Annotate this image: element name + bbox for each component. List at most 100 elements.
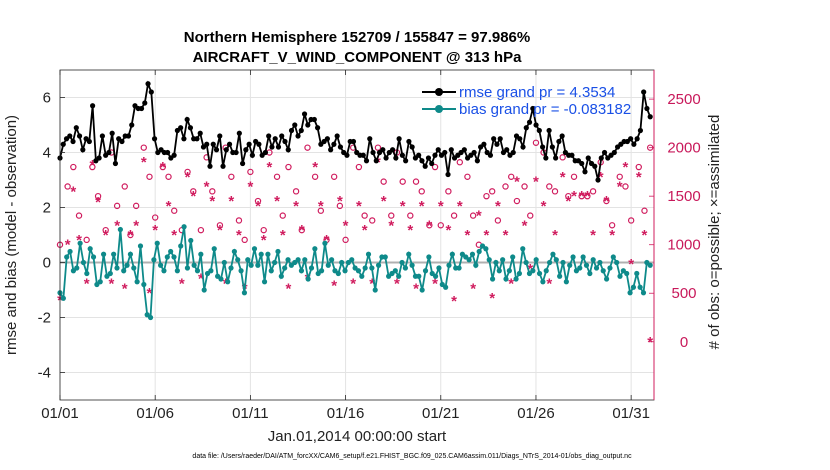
obs-possible-point xyxy=(361,212,368,219)
bias-point xyxy=(325,262,331,268)
rmse-point xyxy=(429,160,435,167)
rmse-point xyxy=(112,160,119,167)
bias-point xyxy=(520,246,526,252)
rmse-point xyxy=(337,144,344,150)
bias-point xyxy=(228,265,234,271)
obs-assimilated-point: * xyxy=(598,169,604,186)
obs-assimilated-point: * xyxy=(223,276,229,293)
rmse-point xyxy=(546,127,552,134)
obs-possible-point xyxy=(608,222,616,229)
bias-point xyxy=(550,251,556,257)
obs-assimilated-point: * xyxy=(546,276,552,293)
rmse-point xyxy=(73,125,79,131)
obs-assimilated-point: * xyxy=(293,198,299,215)
obs-assimilated-point: * xyxy=(503,227,509,244)
obs-possible-point xyxy=(113,202,121,210)
bias-point xyxy=(627,290,633,296)
rmse-point xyxy=(262,149,269,156)
data-file-footer: data file: /Users/raeder/DAI/ATM_forcXX/… xyxy=(192,453,632,460)
rmse-point xyxy=(549,144,555,150)
rmse-point xyxy=(184,116,190,123)
rmse-point xyxy=(370,149,376,156)
rmse-point xyxy=(536,127,542,134)
obs-possible-point xyxy=(146,173,153,180)
obs-possible-point xyxy=(456,159,464,166)
obs-possible-point xyxy=(64,183,71,190)
obs-possible-point xyxy=(260,226,267,234)
obs-assimilated-point: * xyxy=(152,222,158,239)
obs-assimilated-point: * xyxy=(274,193,280,210)
rmse-point xyxy=(80,147,86,153)
bias-point xyxy=(298,268,305,274)
bias-point xyxy=(533,257,539,263)
rmse-point xyxy=(435,147,441,153)
obs-assimilated-point: * xyxy=(84,276,90,293)
obs-assimilated-point: * xyxy=(286,280,292,297)
obs-assimilated-point: * xyxy=(457,198,463,215)
obs-assimilated-point: * xyxy=(204,178,210,195)
bias-point xyxy=(221,259,227,266)
bias-point xyxy=(74,265,80,271)
obs-possible-point xyxy=(70,163,77,171)
rmse-point xyxy=(334,133,340,139)
rmse-point xyxy=(272,136,278,142)
obs-possible-point xyxy=(437,222,444,229)
rmse-point xyxy=(634,136,640,142)
rmse-point xyxy=(288,127,295,134)
obs-assimilated-point: * xyxy=(375,154,381,171)
bias-point xyxy=(567,262,573,268)
obs-possible-point xyxy=(546,183,553,190)
rmse-point xyxy=(109,130,115,136)
bias-point xyxy=(245,257,251,263)
bias-point xyxy=(466,257,472,263)
obs-assimilated-point: * xyxy=(623,159,629,176)
bias-point xyxy=(536,270,543,277)
y-tick-label: 0 xyxy=(43,255,51,272)
rmse-point xyxy=(526,119,533,125)
obs-assimilated-point: * xyxy=(141,154,147,171)
rmse-point xyxy=(409,144,415,150)
obs-possible-point xyxy=(292,188,300,195)
obs-assimilated-point: * xyxy=(647,334,653,351)
obs-possible-point xyxy=(83,236,90,244)
obs-possible-point xyxy=(388,212,395,219)
obs-assimilated-point: * xyxy=(465,227,471,244)
rmse-point xyxy=(416,152,422,158)
rmse-point xyxy=(220,163,226,169)
obs-possible-point xyxy=(584,192,591,200)
obs-assimilated-point: * xyxy=(579,188,585,205)
obs-assimilated-point: * xyxy=(217,222,223,239)
bias-point xyxy=(278,273,284,279)
bias-point xyxy=(557,273,563,279)
obs-assimilated-point: * xyxy=(527,261,533,278)
obs-assimilated-point: * xyxy=(445,222,451,239)
bias-point xyxy=(647,262,653,268)
bias-point xyxy=(349,257,355,263)
obs-assimilated-point: * xyxy=(70,183,76,200)
bias-point xyxy=(359,273,365,279)
bias-point xyxy=(473,262,479,268)
rmse-point xyxy=(331,141,337,147)
rmse-point xyxy=(628,136,634,142)
rmse-point xyxy=(442,149,448,156)
rmse-point xyxy=(279,133,285,139)
rmse-point xyxy=(178,125,184,131)
legend-rmse-marker xyxy=(435,88,443,96)
y-axis-left: -4 -2 0 2 4 6 xyxy=(38,90,65,382)
obs-assimilated-point: * xyxy=(400,198,406,215)
obs-possible-point xyxy=(488,188,496,195)
obs-possible-point xyxy=(159,163,167,171)
obs-possible-point xyxy=(241,236,248,244)
obs-assimilated-point: * xyxy=(381,193,387,210)
x-tick-label: 01/16 xyxy=(327,405,365,422)
rmse-point xyxy=(360,152,366,158)
bias-point xyxy=(634,270,640,277)
rmse-point xyxy=(90,103,96,109)
bias-point xyxy=(329,257,335,263)
rmse-point xyxy=(99,133,105,139)
obs-assimilated-point: * xyxy=(560,169,566,186)
rmse-point xyxy=(530,105,536,112)
obs-assimilated-point: * xyxy=(65,237,71,254)
rmse-point xyxy=(207,163,213,169)
